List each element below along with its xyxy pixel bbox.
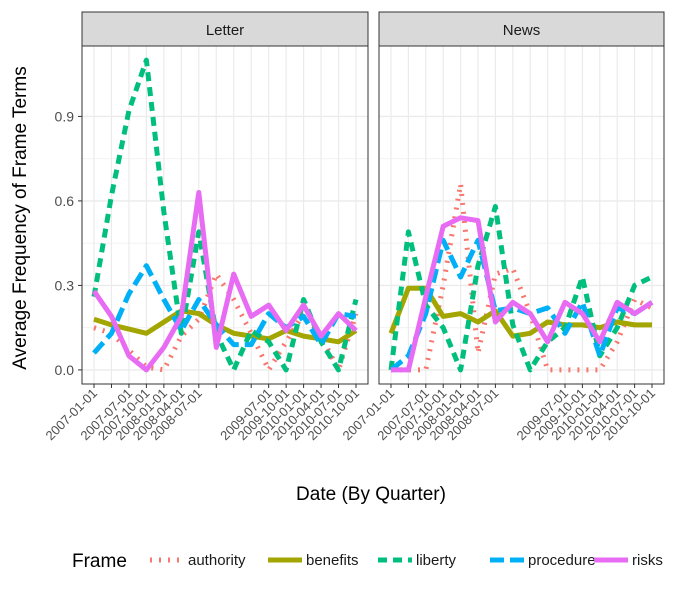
series-line-liberty xyxy=(388,204,654,373)
legend-label-benefits: benefits xyxy=(306,552,359,569)
facet-strip xyxy=(378,11,665,47)
series-line-liberty xyxy=(91,57,359,373)
y-axis-title: Average Frequency of Frame Terms xyxy=(10,66,31,369)
legend: Frame authority benefits liberty procedure ri… xyxy=(72,551,663,572)
legend-label-risks: risks xyxy=(632,552,663,569)
legend-label-procedure: procedure xyxy=(528,552,596,569)
legend-label-liberty: liberty xyxy=(416,552,457,569)
panel-border xyxy=(81,45,369,385)
panel-news: News2007-01-012007-07-012007-10-012008-0… xyxy=(339,11,665,443)
x-axis-title: Date (By Quarter) xyxy=(296,484,446,505)
series-line-procedure xyxy=(92,263,357,355)
series-line-risks xyxy=(91,190,358,373)
facet-strip xyxy=(81,11,369,47)
y-tick-label: 0.0 xyxy=(55,362,75,378)
y-tick-label: 0.9 xyxy=(55,108,75,124)
panel-letter: Letter2007-01-012007-07-012007-10-012008… xyxy=(42,11,369,443)
series-line-risks xyxy=(391,215,654,373)
legend-title: Frame xyxy=(72,551,127,572)
facet-strip-label: Letter xyxy=(206,22,244,39)
legend-label-authority: authority xyxy=(188,552,246,569)
series-line-authority xyxy=(93,271,359,373)
facet-strip-label: News xyxy=(503,22,541,39)
panel-border xyxy=(378,45,665,385)
y-tick-label: 0.3 xyxy=(55,277,75,293)
series-line-benefits xyxy=(93,308,358,345)
y-tick-label: 0.6 xyxy=(55,193,75,209)
